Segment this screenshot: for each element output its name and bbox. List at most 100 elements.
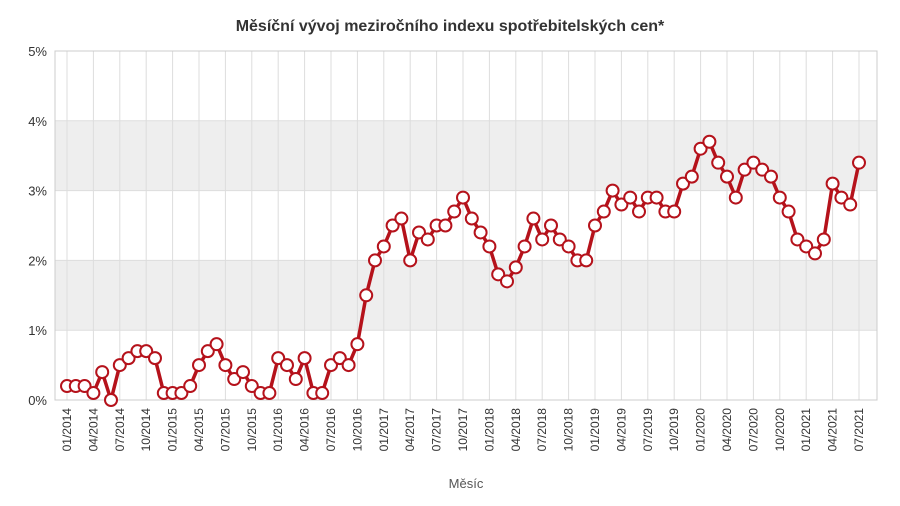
data-point [632, 204, 646, 219]
data-point [623, 190, 638, 205]
data-point [535, 232, 550, 247]
data-point [139, 344, 154, 359]
data-point [508, 260, 523, 275]
data-point [324, 358, 338, 373]
x-tick-label: 01/2021 [799, 408, 813, 452]
data-point [825, 176, 840, 191]
data-point [121, 351, 136, 366]
data-series [60, 134, 866, 407]
data-point [702, 134, 717, 149]
data-point [236, 365, 250, 380]
data-point [86, 386, 101, 401]
x-tick-label: 07/2019 [641, 408, 655, 452]
x-tick-label: 04/2021 [826, 408, 840, 452]
data-point [517, 239, 532, 254]
data-point [77, 379, 92, 394]
data-point [412, 225, 426, 240]
x-tick-label: 01/2016 [271, 408, 285, 452]
x-tick-label: 01/2017 [377, 408, 391, 452]
x-tick-label: 10/2019 [667, 408, 681, 452]
data-point [438, 218, 453, 233]
data-point [816, 232, 831, 247]
grid-lines [54, 50, 878, 401]
data-point [746, 155, 761, 170]
data-point [368, 253, 382, 268]
y-tick-label: 0% [28, 393, 47, 408]
data-point [772, 190, 787, 205]
plot-bands [55, 120, 877, 331]
x-tick-label: 07/2014 [113, 408, 127, 452]
data-point [605, 183, 620, 198]
data-point [385, 218, 400, 233]
data-point [148, 351, 162, 366]
data-point [526, 211, 541, 226]
data-point [684, 169, 699, 184]
data-point [288, 372, 303, 387]
x-tick-label: 04/2016 [298, 408, 312, 452]
data-point [456, 190, 470, 205]
x-tick-label: 07/2018 [535, 408, 549, 452]
x-tick-label: 10/2014 [139, 408, 153, 452]
data-point [218, 358, 233, 373]
band-0 [55, 260, 877, 331]
data-point [693, 141, 708, 156]
x-tick-label: 01/2014 [60, 408, 74, 452]
data-point [174, 386, 189, 401]
x-tick-label: 07/2020 [746, 408, 760, 452]
x-tick-label: 04/2019 [614, 408, 628, 452]
x-tick-label: 07/2015 [218, 408, 232, 452]
data-point [799, 239, 814, 254]
x-tick-label: 10/2015 [245, 408, 259, 452]
data-point [552, 232, 567, 247]
x-tick-label: 07/2017 [430, 408, 444, 452]
data-point [544, 218, 558, 233]
data-point [676, 176, 690, 191]
x-axis-title: Měsíc [449, 476, 484, 491]
data-point [464, 211, 479, 226]
data-point [500, 274, 514, 289]
plot-frame [54, 50, 878, 401]
data-point [473, 225, 488, 240]
x-tick-label: 01/2018 [482, 408, 496, 452]
data-point [376, 239, 391, 254]
data-point [737, 162, 752, 177]
data-point [491, 267, 506, 282]
data-point [209, 337, 224, 352]
data-point [244, 379, 259, 394]
x-tick-label: 10/2017 [456, 408, 470, 452]
data-point [315, 386, 330, 401]
x-tick-label: 10/2016 [350, 408, 364, 452]
data-point [183, 379, 198, 394]
data-point [764, 169, 778, 184]
data-point [728, 190, 743, 205]
data-point [227, 372, 242, 387]
data-point [843, 197, 858, 212]
data-point [350, 337, 365, 352]
data-point [482, 239, 497, 254]
x-tick-label: 01/2015 [166, 408, 180, 452]
data-point [271, 351, 286, 366]
x-tick-label: 04/2014 [86, 408, 100, 452]
data-point [95, 365, 110, 380]
data-point [781, 204, 796, 219]
y-tick-label: 3% [28, 184, 47, 199]
data-point [297, 351, 312, 366]
x-tick-label: 04/2017 [403, 408, 417, 452]
data-point [596, 204, 611, 219]
data-point [447, 204, 462, 219]
x-tick-label: 10/2020 [773, 408, 787, 452]
x-tick-label: 07/2021 [852, 408, 866, 452]
data-point [420, 232, 435, 247]
y-axis: 0% 1% 2% 3% 4% 5% [28, 44, 47, 408]
data-point [262, 386, 277, 401]
y-tick-label: 2% [28, 253, 47, 268]
chart-title: Měsíční vývoj meziročního indexu spotřeb… [235, 18, 665, 35]
data-point [280, 358, 294, 373]
data-point [649, 190, 664, 205]
data-point [711, 155, 726, 170]
data-point [403, 253, 418, 268]
data-point [755, 162, 770, 177]
data-point [808, 246, 822, 261]
x-tick-label: 04/2020 [720, 408, 734, 452]
